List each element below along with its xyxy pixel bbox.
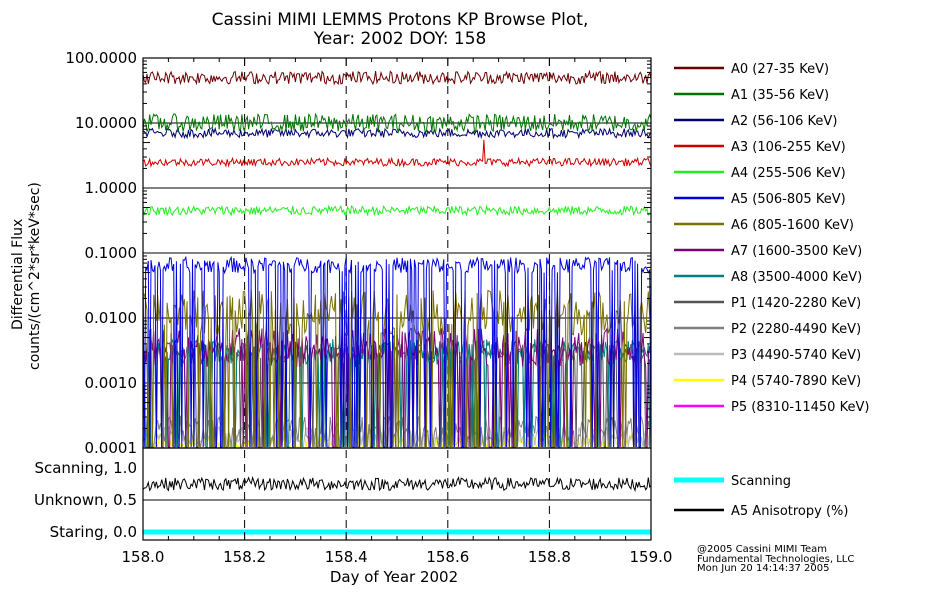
x-tick-label: 158.8 <box>528 548 571 566</box>
legend-label-anisotropy: A5 Anisotropy (%) <box>731 504 848 519</box>
y-tick-label: 0.0100 <box>85 309 138 327</box>
y-tick-label: 1.0000 <box>85 179 138 197</box>
series-line-A1 <box>142 112 652 134</box>
legend-label-A7: A7 (1600-3500 KeV) <box>731 244 862 259</box>
legend-label-A1: A1 (35-56 KeV) <box>731 88 829 103</box>
y-axis-label-line1: Differential Flux <box>10 218 26 330</box>
x-tick-label: 158.2 <box>223 548 266 566</box>
scan-panel: Scanning, 1.0 Unknown, 0.5 Staring, 0.0 <box>34 459 652 541</box>
x-tick-label: 159.0 <box>630 548 673 566</box>
y-tick-label: 0.0010 <box>85 374 138 392</box>
scan-y-tick-label: Unknown, 0.5 <box>34 491 137 509</box>
legend-label-A6: A6 (805-1600 KeV) <box>731 218 854 233</box>
credit-line3: Mon Jun 20 14:14:37 2005 <box>697 563 830 574</box>
x-tick-label: 158.0 <box>122 548 165 566</box>
flux-series-group <box>142 69 652 449</box>
legend-label-A4: A4 (255-506 KeV) <box>731 166 846 181</box>
legend-label-A5: A5 (506-805 KeV) <box>731 192 846 207</box>
y-tick-label: 100.0000 <box>65 49 137 67</box>
axis-ticks: 100.0000 10.0000 1.0000 0.1000 0.0100 0.0010 0… <box>65 49 672 586</box>
series-line-A6 <box>142 289 652 448</box>
credits: @2005 Cassini MIMI Team Fundamental Tech… <box>697 545 854 574</box>
series-line-anisotropy <box>142 475 652 493</box>
legend-label-A3: A3 (106-255 KeV) <box>731 140 846 155</box>
y-tick-label: 10.0000 <box>75 114 137 132</box>
x-tick-label: 158.6 <box>426 548 469 566</box>
legend: A0 (27-35 KeV) A1 (35-56 KeV) A2 (56-106 K… <box>674 62 869 519</box>
legend-label-P3: P3 (4490-5740 KeV) <box>731 348 861 363</box>
y-tick-label: 0.0001 <box>85 439 138 457</box>
credit-line2: Fundamental Technologies, LLC <box>697 553 855 565</box>
y-tick-label: 0.1000 <box>85 244 138 262</box>
series-line-A2 <box>142 126 652 140</box>
x-axis-label: Day of Year 2002 <box>330 568 458 586</box>
chart-title-line2: Year: 2002 DOY: 158 <box>313 29 487 49</box>
scan-y-tick-label: Scanning, 1.0 <box>34 459 137 477</box>
legend-label-P4: P4 (5740-7890 KeV) <box>731 374 861 389</box>
legend-label-scanning: Scanning <box>731 474 791 489</box>
series-line-A3 <box>142 139 652 168</box>
credit-line1: @2005 Cassini MIMI Team <box>697 544 827 555</box>
scan-y-tick-label: Staring, 0.0 <box>50 523 137 541</box>
legend-label-A2: A2 (56-106 KeV) <box>731 114 837 129</box>
x-tick-label: 158.4 <box>325 548 368 566</box>
y-axis-label-line2: counts/(cm^2*sr*keV*sec) <box>27 182 43 370</box>
series-line-A4 <box>142 204 652 217</box>
legend-label-P5: P5 (8310-11450 KeV) <box>731 400 869 415</box>
legend-label-A8: A8 (3500-4000 KeV) <box>731 270 862 285</box>
series-line-A5 <box>142 255 652 448</box>
legend-label-P1: P1 (1420-2280 KeV) <box>731 296 861 311</box>
scan-frame <box>142 447 652 541</box>
legend-label-A0: A0 (27-35 KeV) <box>731 62 829 77</box>
legend-label-P2: P2 (2280-4490 KeV) <box>731 322 861 337</box>
chart-title-line1: Cassini MIMI LEMMS Protons KP Browse Plo… <box>211 10 589 30</box>
series-line-A0 <box>142 69 652 86</box>
